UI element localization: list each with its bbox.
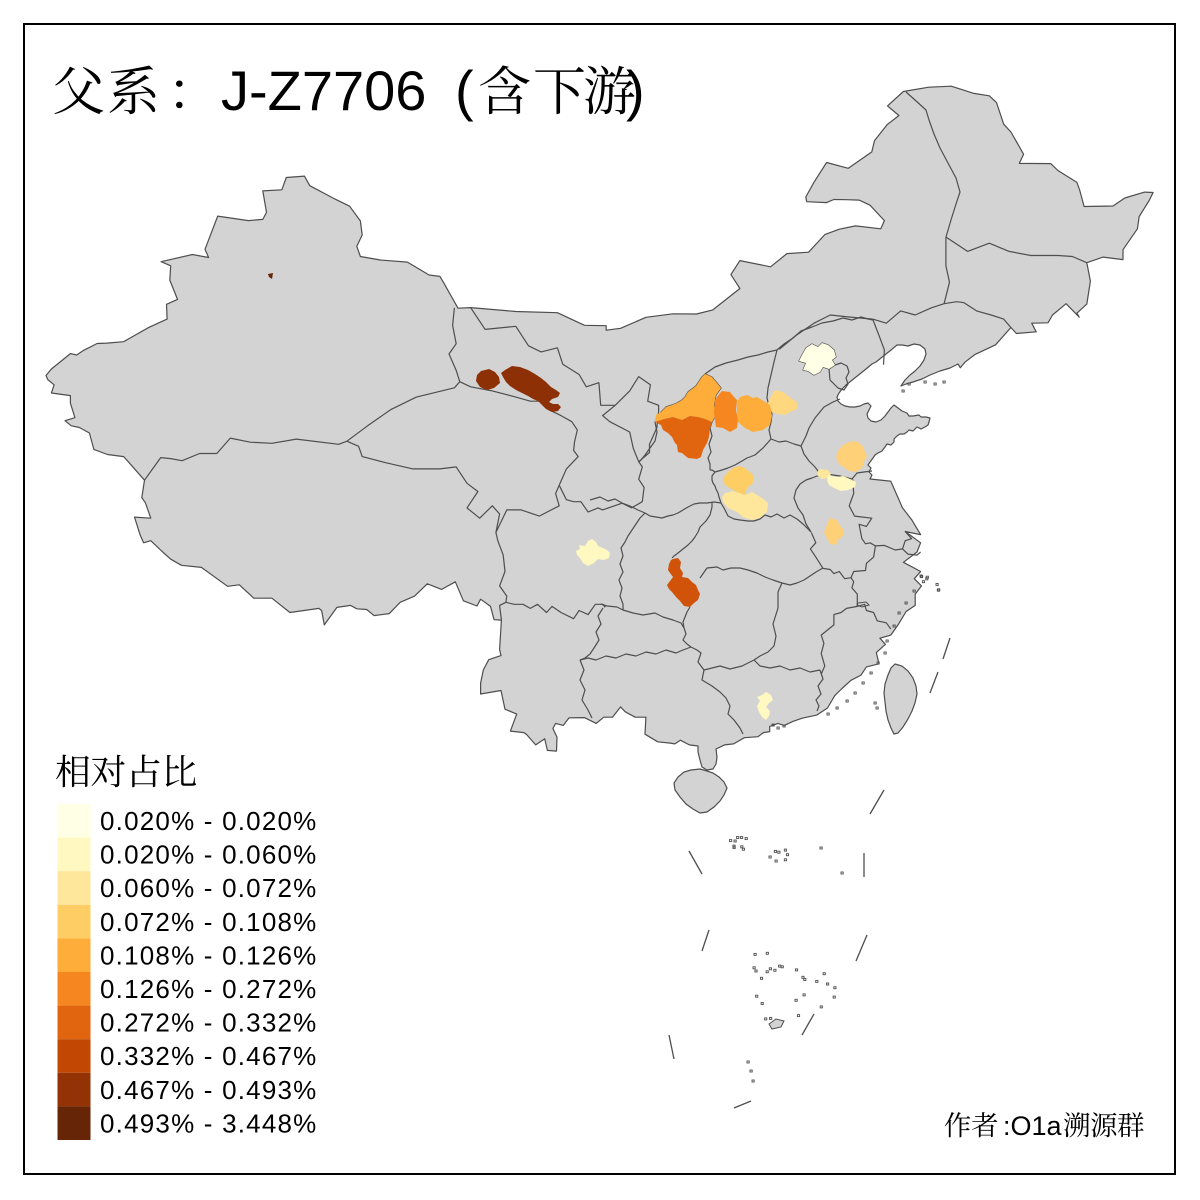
- svg-text:0.020% - 0.060%: 0.020% - 0.060%: [100, 840, 317, 870]
- svg-text:): ): [626, 59, 645, 122]
- svg-text:0.126% - 0.272%: 0.126% - 0.272%: [100, 974, 317, 1004]
- svg-text:0.060% - 0.072%: 0.060% - 0.072%: [100, 873, 317, 903]
- svg-text::O1a: :O1a: [1003, 1111, 1063, 1141]
- svg-text:0.332% - 0.467%: 0.332% - 0.467%: [100, 1041, 317, 1071]
- svg-text:0.020% - 0.020%: 0.020% - 0.020%: [100, 806, 317, 836]
- svg-text:(: (: [455, 59, 474, 122]
- svg-text:0.467% - 0.493%: 0.467% - 0.493%: [100, 1075, 317, 1105]
- svg-text:0.108% - 0.126%: 0.108% - 0.126%: [100, 940, 317, 970]
- svg-text:0.072% - 0.108%: 0.072% - 0.108%: [100, 907, 317, 937]
- svg-text:0.493% - 3.448%: 0.493% - 3.448%: [100, 1108, 317, 1138]
- svg-text:0.272% - 0.332%: 0.272% - 0.332%: [100, 1008, 317, 1038]
- svg-text:J-Z7706: J-Z7706: [221, 59, 426, 122]
